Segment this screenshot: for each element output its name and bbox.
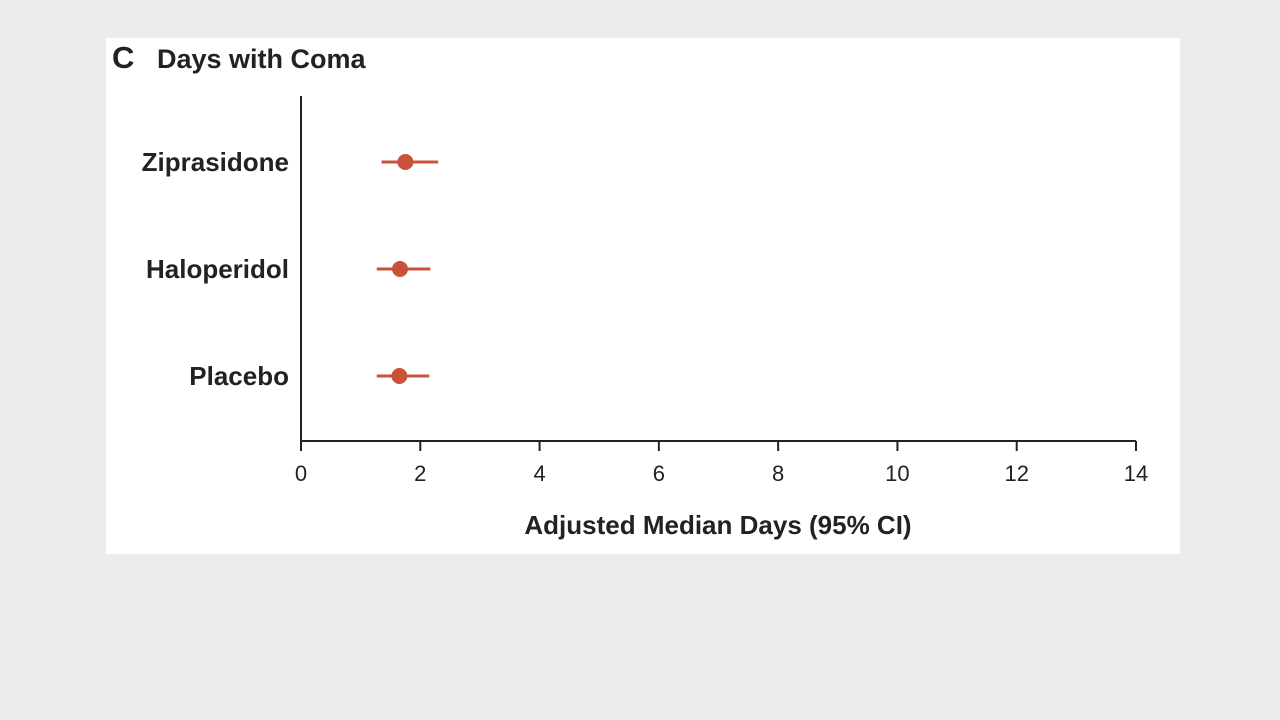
x-tick-label: 14 — [1124, 461, 1148, 486]
panel-label: C — [112, 40, 135, 75]
median-point — [392, 261, 409, 277]
category-label: Placebo — [189, 361, 289, 391]
category-labels: Ziprasidone Haloperidol Placebo — [142, 147, 289, 391]
x-tick-label: 0 — [295, 461, 307, 486]
x-tick-label: 2 — [414, 461, 426, 486]
x-tick-label: 8 — [772, 461, 784, 486]
data-marks — [376, 154, 439, 384]
chart-panel — [106, 38, 1180, 554]
x-tick-label: 4 — [533, 461, 545, 486]
median-point — [391, 368, 408, 384]
chart-title: Days with Coma — [157, 44, 366, 74]
x-axis-ticks: 0 2 4 6 8 10 12 14 — [295, 441, 1148, 486]
x-axis-title: Adjusted Median Days (95% CI) — [524, 510, 911, 540]
category-label: Haloperidol — [146, 254, 289, 284]
x-tick-label: 6 — [653, 461, 665, 486]
x-tick-label: 10 — [885, 461, 909, 486]
median-point — [397, 154, 414, 170]
category-label: Ziprasidone — [142, 147, 289, 177]
x-tick-label: 12 — [1004, 461, 1028, 486]
